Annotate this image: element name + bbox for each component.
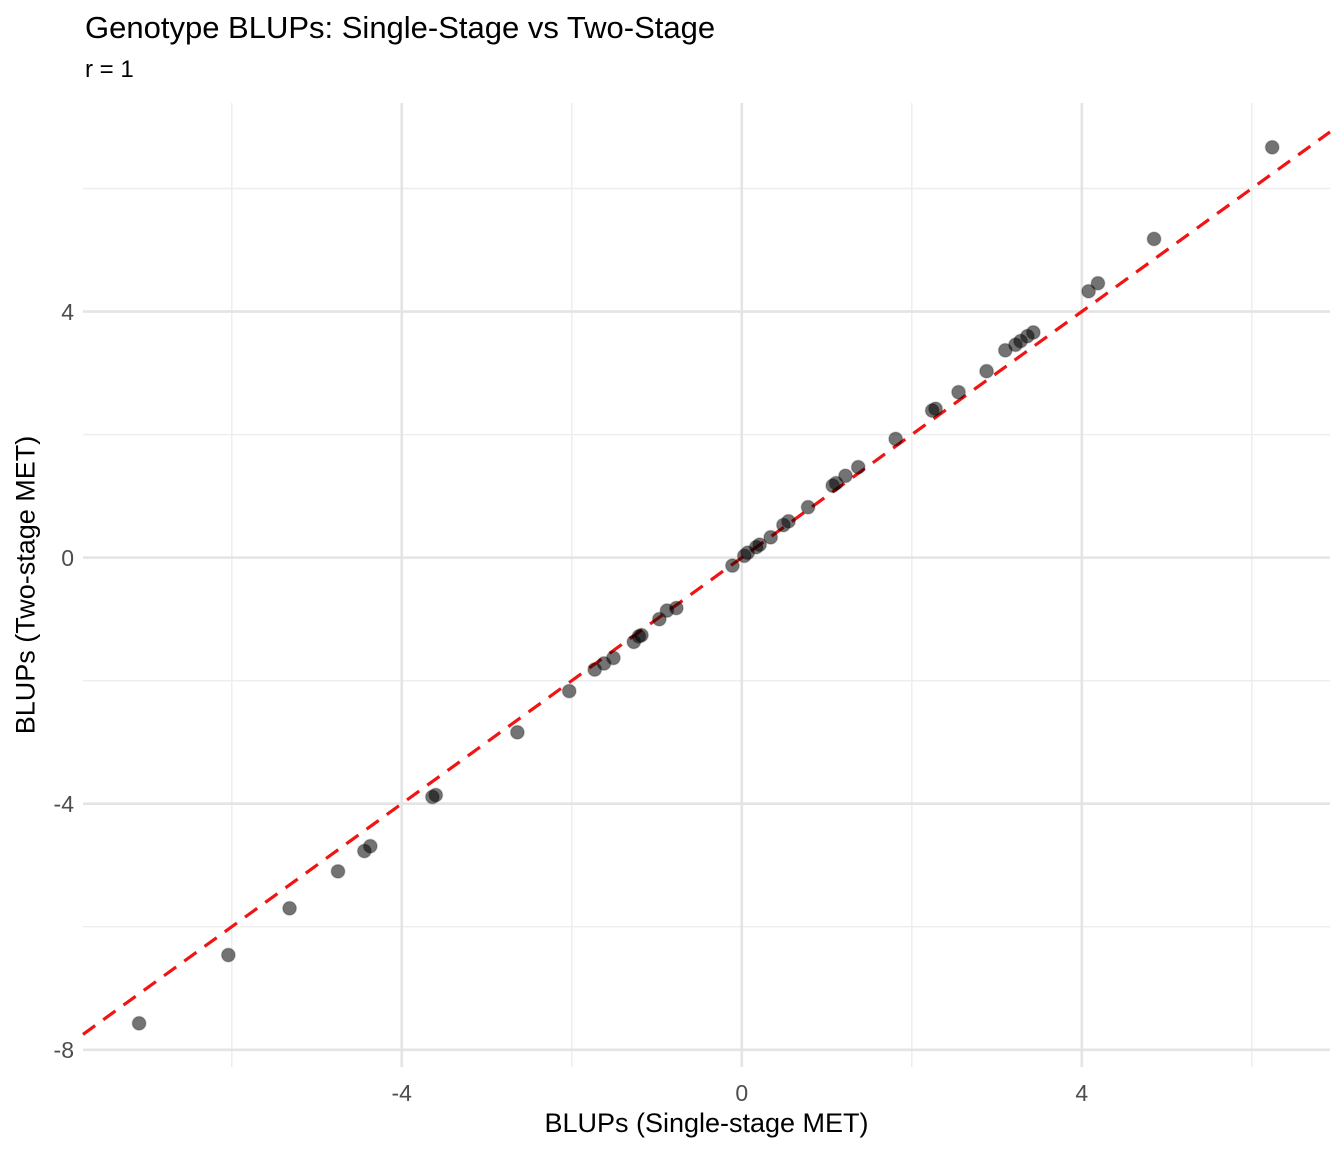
data-point [1264, 139, 1280, 155]
x-axis-title: BLUPs (Single-stage MET) [544, 1108, 869, 1138]
data-point [220, 947, 236, 963]
data-point [605, 650, 621, 666]
data-point [633, 627, 650, 643]
plot-title: Genotype BLUPs: Single-Stage vs Two-Stag… [85, 10, 716, 45]
data-point [561, 683, 577, 699]
data-point [763, 529, 779, 545]
data-point [888, 431, 904, 447]
identity-reference-line [82, 130, 1331, 1036]
data-point [282, 900, 298, 916]
data-point [850, 459, 866, 475]
data-point [828, 475, 844, 491]
data-point [950, 384, 967, 400]
data-point [362, 838, 378, 854]
data-point [979, 363, 995, 379]
plot-subtitle: r = 1 [85, 56, 134, 83]
data-point [1025, 324, 1041, 341]
data-point [837, 468, 854, 484]
y-axis-title: BLUPs (Two-stage MET) [10, 435, 41, 735]
data-point [668, 600, 684, 616]
data-point [131, 1015, 147, 1031]
data-point [428, 787, 444, 803]
data-point [928, 401, 944, 417]
data-point [724, 558, 740, 574]
data-point [800, 499, 816, 515]
data-point [330, 863, 346, 879]
x-tick-label: 4 [1075, 1080, 1089, 1106]
y-tick-label: -4 [53, 790, 74, 817]
x-tick-label: 0 [735, 1080, 749, 1106]
x-tick-label: -4 [391, 1080, 412, 1106]
data-point [1090, 275, 1106, 291]
data-point [752, 537, 768, 553]
data-point [509, 724, 525, 740]
y-tick-label: 4 [61, 298, 74, 325]
data-point [780, 513, 797, 529]
y-tick-label: 0 [61, 544, 74, 571]
y-tick-label: -8 [53, 1036, 74, 1063]
data-point [1146, 231, 1162, 247]
data-point [1081, 283, 1097, 299]
